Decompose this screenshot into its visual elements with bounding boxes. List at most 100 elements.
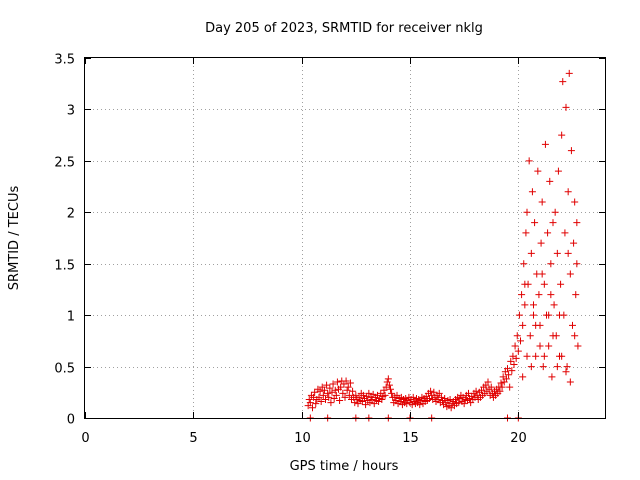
data-point [548, 373, 556, 381]
x-tick-label: 20 [510, 431, 527, 446]
x-tick-label: 0 [81, 431, 89, 446]
data-point [534, 167, 542, 175]
data-point [572, 291, 580, 299]
data-point [547, 260, 555, 268]
data-point [551, 208, 559, 216]
data-point [387, 385, 394, 393]
data-point [316, 387, 324, 395]
data-point [549, 219, 557, 227]
data-point [513, 332, 521, 340]
data-point [547, 291, 555, 299]
data-point [427, 387, 435, 395]
data-point [385, 381, 393, 389]
data-point [332, 391, 340, 399]
data-point [556, 311, 563, 319]
data-point [508, 367, 516, 375]
data-point [317, 398, 325, 406]
data-point [570, 239, 578, 247]
data-point [333, 378, 341, 386]
data-point [539, 363, 547, 371]
data-point [512, 354, 520, 362]
data-point [566, 270, 574, 278]
y-tick-label: 3.5 [54, 53, 75, 68]
x-tick-label: 10 [294, 431, 311, 446]
data-point [460, 400, 468, 408]
data-point [511, 342, 519, 350]
data-point [312, 400, 320, 408]
data-point [409, 393, 417, 401]
data-point [403, 400, 411, 408]
data-point [566, 378, 574, 386]
data-point [342, 377, 350, 385]
data-point [515, 311, 523, 319]
data-point [496, 387, 504, 395]
data-point [531, 219, 539, 227]
data-point [549, 332, 557, 340]
data-point [574, 342, 582, 350]
data-point [327, 399, 335, 407]
data-point [365, 389, 373, 397]
data-point [564, 249, 572, 257]
data-point [573, 260, 581, 268]
data-point [553, 249, 561, 257]
data-points [304, 69, 582, 422]
data-point [455, 399, 463, 407]
data-point [325, 393, 333, 401]
data-point [502, 375, 510, 383]
data-point [538, 198, 546, 206]
data-point [435, 389, 443, 397]
data-point [309, 404, 316, 412]
data-point [557, 280, 565, 288]
data-point [497, 379, 505, 387]
data-point [326, 384, 334, 392]
x-axis-label: GPS time / hours [290, 459, 399, 474]
data-point [553, 363, 561, 371]
x-tick-label: 15 [402, 431, 419, 446]
x-tick-label: 5 [189, 431, 197, 446]
data-point [305, 395, 313, 403]
data-point [306, 399, 314, 407]
data-point [546, 177, 554, 185]
data-point [416, 401, 424, 409]
y-axis-label: SRMTID / TECUs [7, 186, 22, 291]
data-point [563, 363, 571, 371]
data-point [540, 280, 548, 288]
data-point [545, 311, 553, 319]
data-point [349, 387, 357, 395]
data-point [530, 301, 537, 309]
data-point [319, 391, 327, 399]
data-point [381, 391, 389, 399]
axes: 0 0.5 1 1.5 2 2.5 3 3.5 0 5 10 15 20 [54, 53, 605, 446]
y-tick-label: 1.5 [54, 259, 75, 274]
data-point [522, 229, 530, 237]
data-point [505, 371, 513, 379]
data-point [540, 352, 548, 360]
data-point [339, 389, 347, 397]
data-point [526, 332, 534, 340]
data-point [558, 352, 566, 360]
chart-title: Day 205 of 2023, SRMTID for receiver nkl… [205, 21, 483, 36]
data-point [530, 311, 537, 319]
data-point [345, 391, 353, 399]
grid-lines [85, 58, 605, 418]
data-point [571, 198, 579, 206]
data-point [329, 380, 337, 388]
data-point [517, 337, 524, 345]
data-point [528, 188, 536, 196]
data-point [378, 395, 386, 403]
data-point [527, 249, 535, 257]
data-point [532, 352, 540, 360]
data-point [545, 342, 553, 350]
data-point [437, 393, 445, 401]
data-point [343, 386, 351, 394]
data-point [507, 357, 515, 365]
data-point [541, 140, 549, 148]
data-point [362, 401, 370, 409]
data-point [544, 229, 552, 237]
data-point [514, 347, 522, 355]
y-tick-label: 1 [67, 310, 75, 325]
data-point [430, 388, 438, 396]
data-point [537, 239, 545, 247]
data-point [521, 280, 529, 288]
